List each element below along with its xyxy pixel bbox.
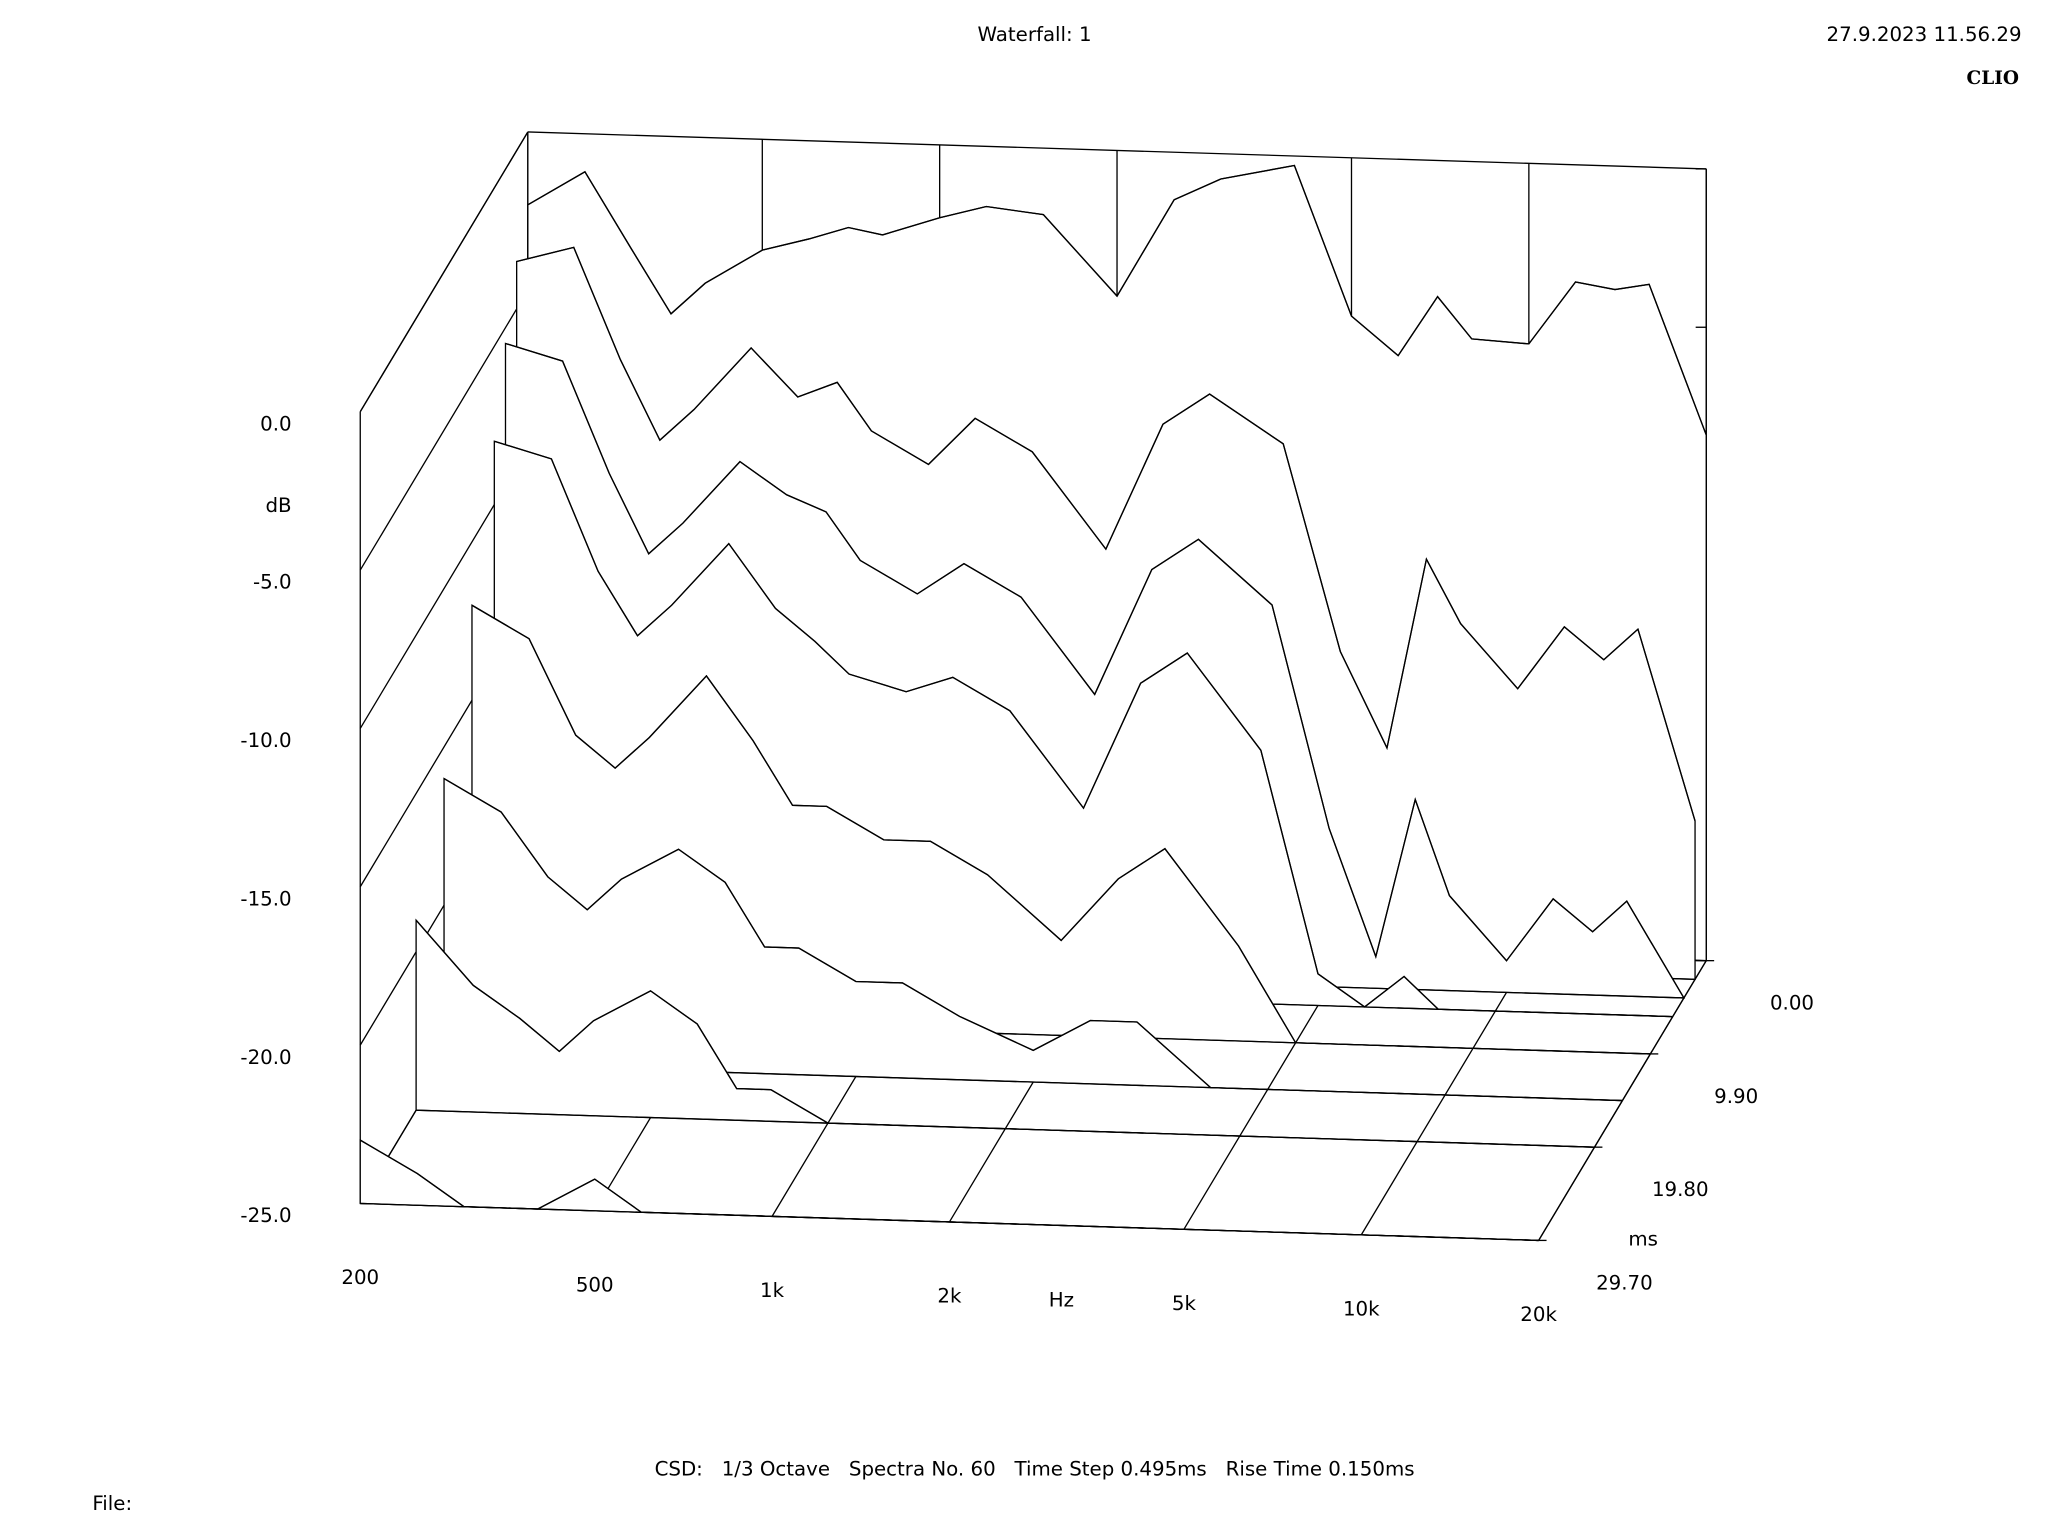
spectrum-line (443, 777, 1623, 1102)
footer: CSD: 1/3 Octave Spectra No. 60 Time Step… (655, 1458, 1415, 1481)
y-axis-label: dB (265, 494, 291, 517)
slice-fill (359, 1138, 1539, 1242)
x-tick-label: 20k (1520, 1303, 1557, 1326)
grid-line (359, 289, 529, 571)
x-tick-label: 1k (760, 1279, 785, 1302)
z-tick-label: 19.80 (1652, 1178, 1709, 1201)
spectrum-line (516, 246, 1696, 822)
z-axis-label: ms (1628, 1227, 1658, 1250)
grid-line (1538, 960, 1707, 1241)
grid-line (359, 131, 529, 413)
y-tick-label: -25.0 (240, 1204, 291, 1227)
timestamp: 27.9.2023 11.56.29 (1827, 23, 2022, 46)
z-tick-label: 0.00 (1770, 992, 1814, 1015)
y-tick-label: -15.0 (240, 887, 291, 910)
y-tick-label: 0.0 (260, 412, 291, 435)
x-tick-label: 200 (341, 1266, 379, 1289)
spectrum-line (527, 164, 1707, 436)
frame-edge (527, 131, 1707, 170)
x-tick-label: 5k (1172, 1292, 1197, 1315)
spectrum-line (359, 1139, 1539, 1242)
x-tick-label: 10k (1343, 1298, 1380, 1321)
spectrum-line (415, 919, 1595, 1148)
slices-layer (359, 164, 1707, 1242)
labels-layer: Waterfall: 1 27.9.2023 11.56.29 CLIO CSD… (92, 23, 2021, 1515)
y-tick-label: -10.0 (240, 729, 291, 752)
x-tick-label: 500 (576, 1274, 614, 1297)
x-tick-label: 2k (937, 1285, 962, 1308)
spectrum-line (494, 440, 1673, 1018)
spectrum-line (471, 604, 1651, 1055)
y-tick-label: -5.0 (253, 571, 292, 594)
spectrum-line (505, 342, 1685, 999)
z-tick-label: 29.70 (1596, 1271, 1653, 1294)
brand: CLIO (1967, 68, 2019, 89)
file-label: File: (92, 1492, 132, 1515)
x-axis-label: Hz (1049, 1288, 1074, 1311)
z-tick-label: 9.90 (1714, 1085, 1758, 1108)
y-tick-label: -20.0 (240, 1046, 291, 1069)
chart-title: Waterfall: 1 (978, 23, 1092, 46)
